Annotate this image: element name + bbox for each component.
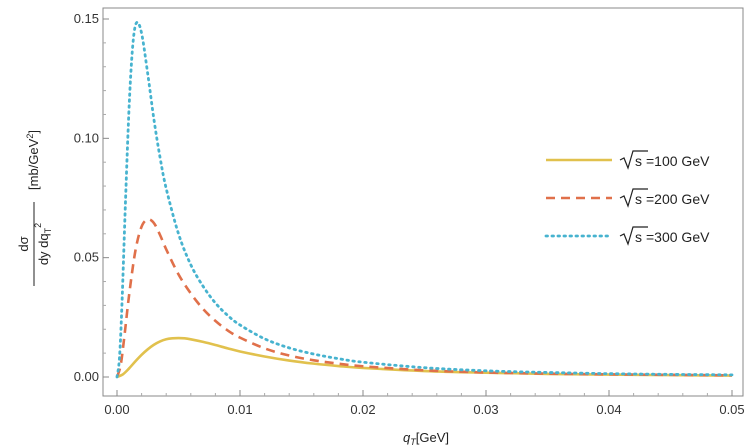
svg-text:s=300 GeV: s =300 GeV	[635, 229, 710, 245]
sqrt-icon	[619, 188, 648, 208]
sqrt-icon	[619, 226, 648, 246]
y-tick-label: 0.15	[74, 11, 99, 26]
y-axis-label: dσ dy dqT2 [mb/GeV2]	[16, 130, 53, 286]
y-tick-label: 0.05	[74, 250, 99, 265]
plot-frame	[102, 7, 744, 397]
y-label-numerator: dσ	[16, 236, 31, 251]
sqrt-icon	[619, 150, 648, 170]
svg-text:s=100 GeV: s =100 GeV	[635, 153, 710, 169]
legend-label-300-value: =300 GeV	[646, 229, 710, 245]
series-line-100-gev	[116, 336, 733, 379]
x-axis-label: qT[GeV]	[403, 430, 449, 447]
legend-label-100-value: =100 GeV	[646, 153, 710, 169]
y-label-denominator: dy dqT2	[33, 223, 53, 265]
legend-label-100-s: s	[635, 153, 642, 169]
legend-label-200-s: s	[635, 191, 642, 207]
x-tick-label: 0.00	[104, 402, 129, 417]
svg-text:s=200 GeV: s =200 GeV	[635, 191, 710, 207]
x-axis-ticks: 0.00 0.01 0.02 0.03 0.04 0.05	[104, 390, 745, 417]
series-line-300-gev	[115, 20, 734, 379]
legend-label-200-value: =200 GeV	[646, 191, 710, 207]
legend-item-300: s =300 GeV	[544, 226, 710, 246]
y-tick-label: 0.00	[74, 369, 99, 384]
legend-label-300-s: s	[635, 229, 642, 245]
legend: s =100 GeV s =200 GeV s =300 GeV	[544, 150, 710, 246]
x-tick-label: 0.04	[596, 402, 621, 417]
y-tick-label: 0.10	[74, 130, 99, 145]
legend-item-200: s =200 GeV	[546, 188, 710, 208]
series-layer	[115, 20, 734, 379]
series-line-200-gev	[115, 218, 733, 378]
legend-item-100: s =100 GeV	[546, 150, 710, 170]
y-axis-ticks: 0.00 0.05 0.10 0.15	[74, 11, 109, 384]
y-label-unit: [mb/GeV2]	[25, 130, 41, 190]
x-tick-label: 0.05	[719, 402, 744, 417]
x-tick-label: 0.03	[473, 402, 498, 417]
x-tick-label: 0.02	[350, 402, 375, 417]
x-tick-label: 0.01	[227, 402, 252, 417]
